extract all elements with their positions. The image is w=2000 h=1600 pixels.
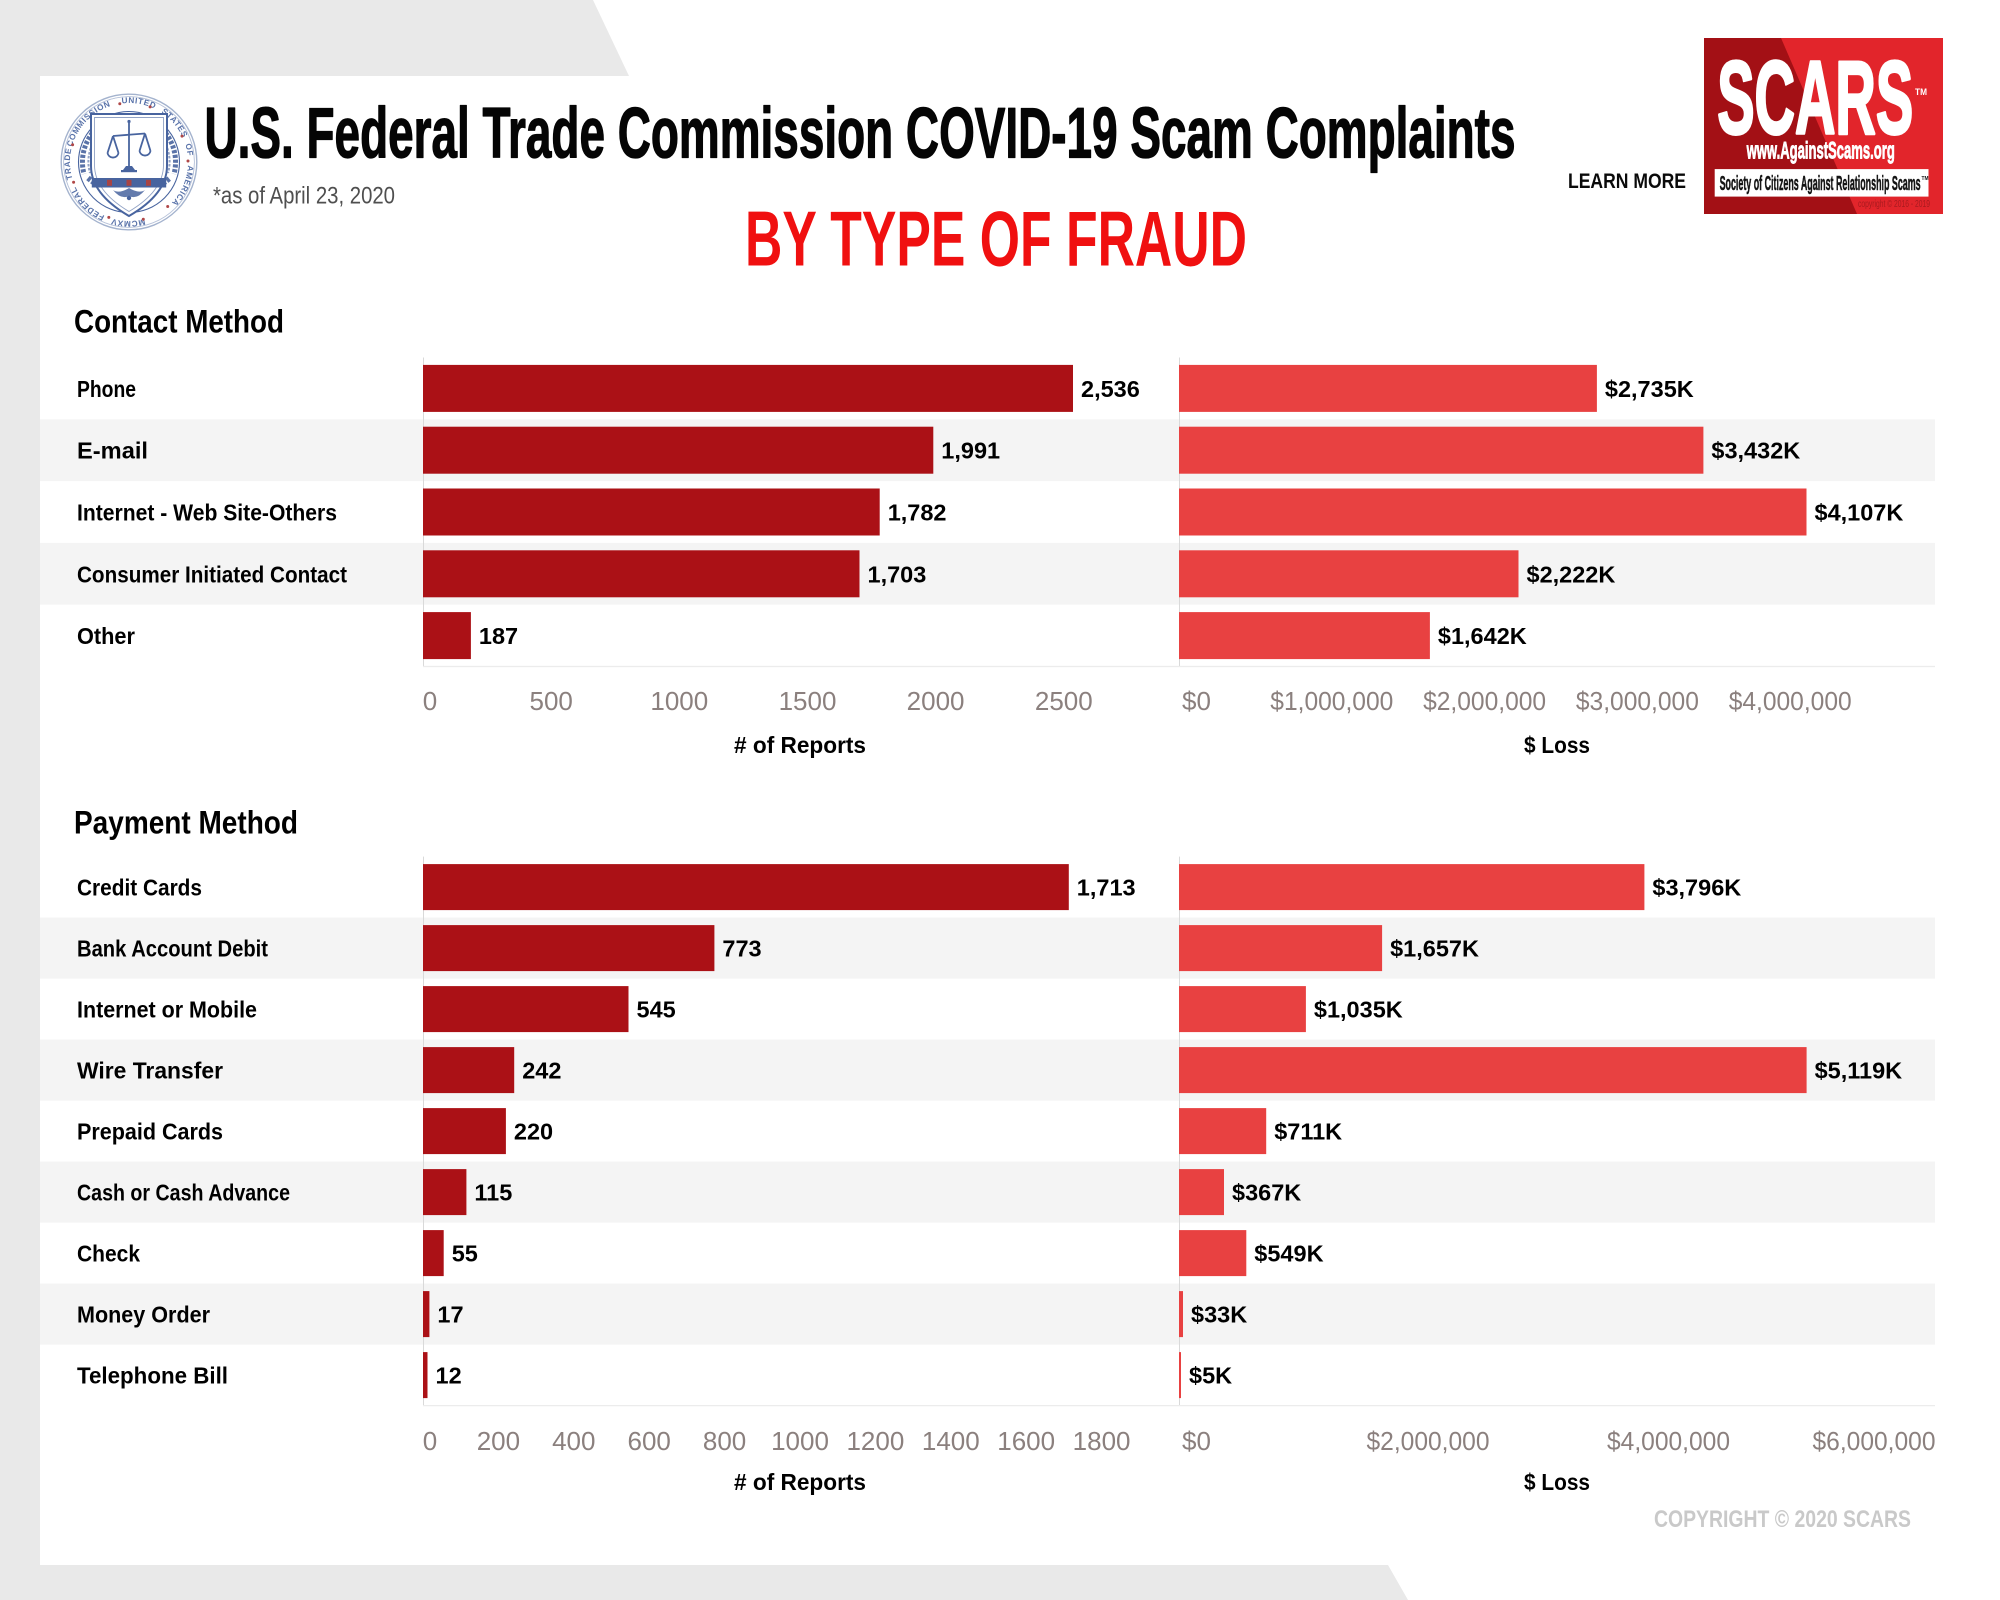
svg-text:MCMXV: MCMXV [110, 217, 146, 229]
svg-text:SCARS: SCARS [1717, 41, 1913, 157]
svg-text:$ Loss: $ Loss [1524, 732, 1590, 758]
svg-text:17: 17 [437, 1302, 463, 1328]
svg-text:$1,642K: $1,642K [1438, 623, 1527, 649]
svg-text:0: 0 [423, 686, 437, 716]
svg-text:773: 773 [722, 936, 761, 962]
svg-text:$2,000,000: $2,000,000 [1423, 686, 1546, 716]
svg-text:OF: OF [183, 142, 194, 156]
svg-text:1,713: 1,713 [1077, 875, 1136, 901]
svg-text:$6,000,000: $6,000,000 [1813, 1426, 1936, 1456]
svg-text:$1,000,000: $1,000,000 [1270, 686, 1393, 716]
svg-text:800: 800 [703, 1426, 746, 1456]
svg-text:www.AgainstScams.org: www.AgainstScams.org [1746, 138, 1895, 165]
svg-text:$4,000,000: $4,000,000 [1607, 1426, 1730, 1456]
svg-text:$ Loss: $ Loss [1524, 1469, 1590, 1495]
svg-text:COPYRIGHT © 2020 SCARS: COPYRIGHT © 2020 SCARS [1654, 1506, 1911, 1533]
svg-text:Payment Method: Payment Method [74, 805, 298, 841]
svg-text:$2,000,000: $2,000,000 [1367, 1426, 1490, 1456]
svg-text:$2,735K: $2,735K [1605, 376, 1694, 402]
svg-text:$0: $0 [1182, 1426, 1211, 1456]
svg-text:Prepaid Cards: Prepaid Cards [77, 1119, 223, 1145]
svg-text:BY TYPE OF FRAUD: BY TYPE OF FRAUD [745, 195, 1247, 283]
svg-text:$3,000,000: $3,000,000 [1576, 686, 1699, 716]
svg-text:1000: 1000 [771, 1426, 829, 1456]
svg-text:Cash or Cash Advance: Cash or Cash Advance [77, 1180, 290, 1206]
svg-text:545: 545 [637, 997, 676, 1023]
svg-text:$1,657K: $1,657K [1390, 936, 1479, 962]
svg-text:$3,796K: $3,796K [1652, 875, 1741, 901]
svg-text:$4,107K: $4,107K [1815, 500, 1904, 526]
svg-text:55: 55 [452, 1241, 478, 1267]
svg-text:1,782: 1,782 [888, 500, 947, 526]
svg-text:$549K: $549K [1254, 1241, 1323, 1267]
svg-text:1500: 1500 [779, 686, 837, 716]
svg-text:Bank Account Debit: Bank Account Debit [77, 936, 268, 962]
svg-text:U.S. Federal Trade Commission: U.S. Federal Trade Commission COVID-19 S… [205, 95, 1516, 174]
svg-text:$33K: $33K [1191, 1302, 1247, 1328]
svg-text:Consumer Initiated Contact: Consumer Initiated Contact [77, 561, 347, 587]
svg-text:1400: 1400 [922, 1426, 980, 1456]
svg-text:$0: $0 [1182, 686, 1211, 716]
svg-text:$5K: $5K [1189, 1363, 1232, 1389]
svg-text:2,536: 2,536 [1081, 376, 1140, 402]
svg-text:TM: TM [1922, 176, 1929, 182]
svg-text:1600: 1600 [997, 1426, 1055, 1456]
svg-text:600: 600 [628, 1426, 671, 1456]
svg-text:1200: 1200 [846, 1426, 904, 1456]
svg-text:TRADE: TRADE [63, 147, 74, 181]
svg-text:$2,222K: $2,222K [1527, 561, 1616, 587]
svg-text:Phone: Phone [77, 376, 136, 402]
svg-text:1000: 1000 [650, 686, 708, 716]
svg-text:$4,000,000: $4,000,000 [1729, 686, 1852, 716]
svg-text:$3,432K: $3,432K [1711, 438, 1800, 464]
svg-text:# of Reports: # of Reports [734, 732, 866, 758]
svg-text:200: 200 [477, 1426, 520, 1456]
svg-text:220: 220 [514, 1119, 553, 1145]
svg-text:$711K: $711K [1274, 1119, 1342, 1145]
svg-text:Society of Citizens Against Re: Society of Citizens Against Relationship… [1720, 173, 1921, 195]
svg-text:copyright © 2016 - 2019: copyright © 2016 - 2019 [1858, 198, 1930, 210]
svg-text:12: 12 [436, 1363, 462, 1389]
svg-text:LEARN MORE: LEARN MORE [1568, 169, 1686, 193]
svg-text:Telephone Bill: Telephone Bill [77, 1363, 228, 1389]
svg-text:115: 115 [474, 1180, 512, 1206]
svg-text:242: 242 [522, 1058, 561, 1084]
svg-text:Credit Cards: Credit Cards [77, 875, 202, 901]
svg-text:Other: Other [77, 623, 135, 649]
svg-text:Money Order: Money Order [77, 1302, 210, 1328]
svg-text:# of Reports: # of Reports [734, 1469, 866, 1495]
svg-text:$367K: $367K [1232, 1180, 1301, 1206]
svg-text:Wire Transfer: Wire Transfer [77, 1058, 223, 1084]
svg-text:0: 0 [423, 1426, 437, 1456]
svg-text:$5,119K: $5,119K [1815, 1058, 1903, 1084]
svg-text:1800: 1800 [1073, 1426, 1131, 1456]
svg-text:1,991: 1,991 [941, 438, 1000, 464]
svg-text:400: 400 [552, 1426, 595, 1456]
svg-text:Contact Method: Contact Method [74, 303, 284, 339]
svg-text:*as of April 23, 2020: *as of April 23, 2020 [213, 182, 395, 209]
svg-text:187: 187 [479, 623, 518, 649]
svg-text:Check: Check [77, 1241, 141, 1267]
svg-text:E-mail: E-mail [77, 438, 148, 464]
svg-text:Internet - Web Site-Others: Internet - Web Site-Others [77, 500, 337, 526]
svg-text:500: 500 [530, 686, 573, 716]
svg-text:$1,035K: $1,035K [1314, 997, 1403, 1023]
svg-text:2500: 2500 [1035, 686, 1093, 716]
svg-text:Internet or Mobile: Internet or Mobile [77, 997, 257, 1023]
svg-text:2000: 2000 [907, 686, 965, 716]
svg-text:TM: TM [1915, 87, 1927, 97]
svg-text:1,703: 1,703 [868, 561, 927, 587]
